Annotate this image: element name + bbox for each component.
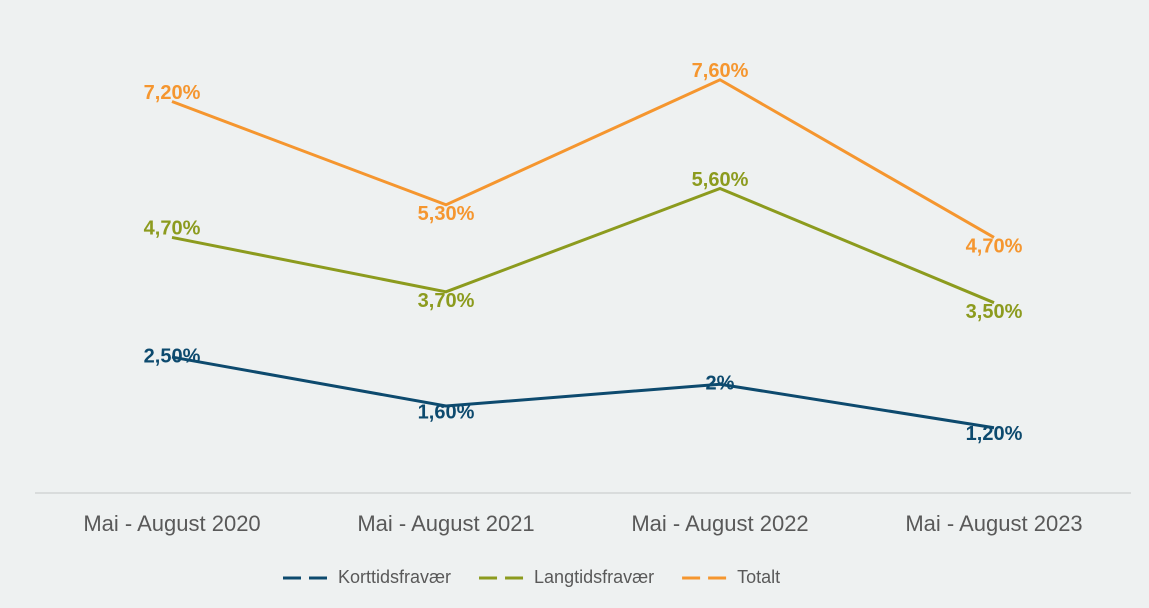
legend-label: Totalt (737, 567, 780, 587)
data-label: 1,60% (418, 401, 475, 423)
line (171, 78, 995, 239)
data-label: 1,20% (966, 423, 1023, 445)
data-label: 2% (706, 373, 735, 395)
data-label: 7,60% (692, 60, 749, 82)
legend-label: Korttidsfravær (338, 567, 451, 587)
x-tick-label: Mai - August 2020 (83, 511, 260, 536)
data-label: 4,70% (966, 236, 1023, 258)
x-tick-label: Mai - August 2023 (905, 511, 1082, 536)
data-label: 2,50% (144, 345, 201, 367)
x-tick-label: Mai - August 2022 (631, 511, 808, 536)
x-tick-label: Mai - August 2021 (357, 511, 534, 536)
data-label: 3,70% (418, 290, 475, 312)
line (171, 186, 995, 305)
data-label: 7,20% (144, 82, 201, 104)
data-label: 5,60% (692, 169, 749, 191)
data-label: 3,50% (966, 301, 1023, 323)
legend-label: Langtidsfravær (534, 567, 654, 587)
data-label: 4,70% (144, 218, 201, 240)
line (171, 355, 995, 430)
data-label: 5,30% (418, 203, 475, 225)
